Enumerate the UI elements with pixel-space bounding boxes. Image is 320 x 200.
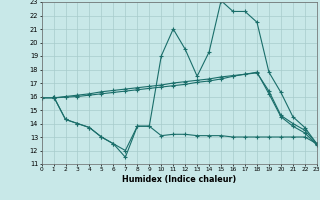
X-axis label: Humidex (Indice chaleur): Humidex (Indice chaleur) [122, 175, 236, 184]
